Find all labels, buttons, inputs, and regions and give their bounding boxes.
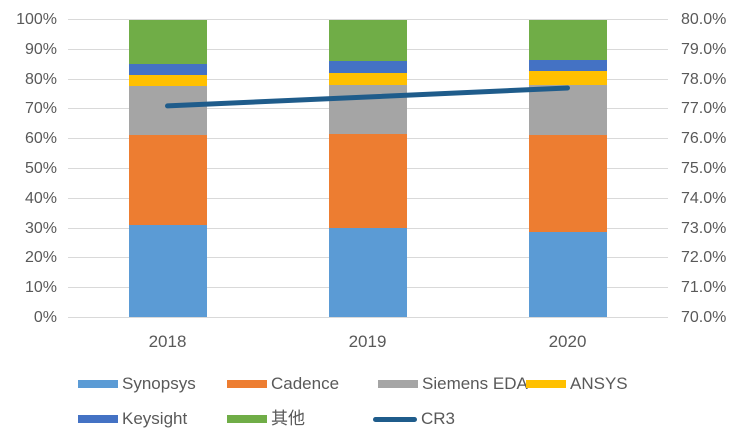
bar-segment-其他-2020 — [528, 19, 607, 61]
left-axis-tick: 70% — [24, 100, 57, 118]
bar-segment-siemens-eda-2018 — [128, 85, 207, 136]
x-axis-category-label: 2019 — [348, 332, 387, 351]
legend-line-marker-icon — [373, 416, 417, 422]
right-axis-tick: 80.0% — [681, 11, 727, 28]
legend-label: Keysight — [122, 409, 188, 428]
right-axis-tick: 72.0% — [681, 249, 727, 267]
bar-segment-siemens-eda-2019 — [328, 84, 407, 135]
legend-swatch-icon — [78, 380, 118, 388]
right-axis-tick: 75.0% — [681, 160, 727, 177]
bar-segment-其他-2019 — [328, 19, 407, 61]
legend-label: CR3 — [421, 409, 456, 428]
x-axis-category-label: 2018 — [148, 332, 187, 351]
legend-label: Synopsys — [122, 374, 196, 393]
right-axis-tick: 73.0% — [681, 219, 727, 237]
bar-segment-keysight-2020 — [528, 60, 607, 72]
bar-segment-ansys-2018 — [128, 74, 207, 86]
legend-item-其他: 其他 — [227, 409, 305, 429]
x-axis-category-label: 2020 — [548, 332, 587, 351]
left-axis-tick: 60% — [24, 130, 57, 148]
right-axis-tick: 71.0% — [681, 279, 727, 297]
legend-item-siemens-eda: Siemens EDA — [378, 374, 528, 394]
left-axis-tick: 30% — [24, 219, 57, 237]
bar-segment-synopsys-2018 — [128, 225, 207, 318]
left-axis-tick: 90% — [24, 40, 57, 58]
right-axis-tick: 70.0% — [681, 309, 727, 326]
legend-swatch-icon — [227, 380, 267, 388]
left-axis-tick: 50% — [24, 160, 57, 177]
left-axis-tick: 80% — [24, 70, 57, 88]
left-axis-tick: 100% — [16, 11, 57, 28]
bar-segment-cadence-2020 — [528, 135, 607, 232]
bar-segment-synopsys-2019 — [328, 227, 407, 318]
left-axis-tick: 10% — [24, 279, 57, 297]
right-axis-tick: 77.0% — [681, 100, 727, 118]
bar-segment-ansys-2019 — [328, 72, 407, 85]
legend-label: Cadence — [271, 374, 340, 393]
right-axis-tick: 78.0% — [681, 70, 727, 88]
left-axis-tick: 0% — [33, 309, 57, 326]
legend-label: ANSYS — [570, 374, 628, 393]
legend-item-synopsys: Synopsys — [78, 374, 196, 394]
legend-item-cadence: Cadence — [227, 374, 339, 394]
right-axis-tick: 79.0% — [681, 40, 727, 58]
bar-segment-其他-2018 — [128, 19, 207, 64]
bar-segment-cadence-2018 — [128, 135, 207, 226]
legend-item-cr3: CR3 — [373, 409, 455, 429]
bar-segment-synopsys-2020 — [528, 231, 607, 318]
right-axis-tick: 76.0% — [681, 130, 727, 148]
bar-segment-ansys-2020 — [528, 71, 607, 85]
bar-segment-cadence-2019 — [328, 134, 407, 228]
bar-segment-keysight-2018 — [128, 63, 207, 75]
legend-swatch-icon — [526, 380, 566, 388]
left-axis-tick: 40% — [24, 189, 57, 207]
legend-label: 其他 — [271, 409, 305, 428]
bar-segment-siemens-eda-2020 — [528, 84, 607, 136]
legend-label: Siemens EDA — [422, 374, 528, 393]
legend-swatch-icon — [227, 415, 267, 423]
bar-segment-keysight-2019 — [328, 60, 407, 73]
legend-item-ansys: ANSYS — [526, 374, 628, 394]
legend-item-keysight: Keysight — [78, 409, 187, 429]
legend-swatch-icon — [378, 380, 418, 388]
x-axis-line — [67, 317, 668, 318]
legend-swatch-icon — [78, 415, 118, 423]
right-axis-tick: 74.0% — [681, 189, 727, 207]
left-axis-tick: 20% — [24, 249, 57, 267]
